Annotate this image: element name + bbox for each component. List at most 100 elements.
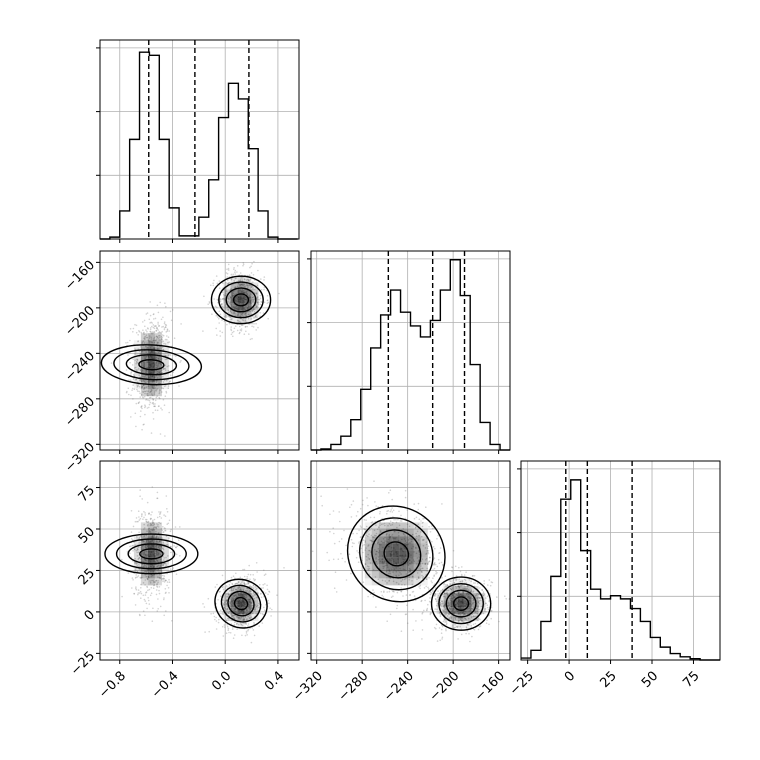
scatter-point: [231, 293, 233, 296]
scatter-point: [145, 554, 147, 557]
scatter-point: [451, 570, 453, 573]
scatter-point: [373, 480, 375, 483]
scatter-point: [153, 393, 156, 395]
scatter-point: [151, 331, 154, 333]
scatter-point: [406, 604, 408, 607]
scatter-point: [252, 287, 254, 290]
x-tick-label-p2: −25: [507, 669, 537, 699]
scatter-point: [155, 541, 157, 544]
histogram-step-p2: [521, 479, 720, 661]
scatter-point: [227, 279, 229, 282]
scatter-point: [218, 591, 221, 593]
scatter-point: [250, 265, 252, 268]
scatter-point: [384, 536, 386, 539]
scatter-point: [150, 586, 153, 589]
scatter-point: [161, 358, 163, 360]
scatter-point: [244, 583, 246, 585]
scatter-point: [228, 617, 230, 620]
scatter-point: [388, 492, 390, 494]
scatter-point: [159, 573, 161, 576]
scatter-point: [155, 364, 158, 367]
scatter-point: [137, 402, 140, 405]
scatter-point: [225, 316, 227, 319]
scatter-point: [421, 577, 424, 579]
scatter-point: [148, 603, 151, 605]
scatter-point: [251, 325, 253, 328]
scatter-point: [148, 512, 150, 514]
scatter-point: [163, 578, 165, 581]
scatter-point: [228, 584, 231, 586]
scatter-point: [233, 330, 235, 333]
scatter-point: [245, 291, 247, 293]
scatter-point: [459, 570, 462, 573]
scatter-point: [134, 569, 137, 572]
scatter-point: [160, 363, 162, 365]
scatter-point: [157, 365, 159, 368]
scatter-point: [252, 595, 254, 597]
scatter-point: [158, 371, 160, 374]
scatter-point: [164, 515, 167, 517]
scatter-point: [247, 573, 250, 576]
scatter-point: [238, 280, 241, 282]
scatter-point: [147, 385, 150, 387]
scatter-point: [158, 331, 161, 333]
scatter-point: [259, 584, 261, 586]
scatter-point: [153, 318, 155, 320]
scatter-point: [141, 342, 143, 345]
scatter-point: [158, 334, 160, 337]
scatter-point: [164, 343, 167, 345]
scatter-point: [231, 292, 233, 294]
density-cell: [140, 557, 148, 565]
scatter-point: [145, 550, 148, 553]
scatter-point: [139, 489, 141, 491]
scatter-point: [236, 628, 238, 630]
scatter-point: [232, 312, 234, 315]
scatter-point: [428, 576, 430, 579]
scatter-point: [362, 551, 364, 554]
scatter-point: [145, 399, 147, 401]
scatter-point: [156, 345, 159, 348]
scatter-point: [147, 339, 149, 341]
scatter-point: [239, 315, 242, 318]
density-cell: [133, 361, 141, 369]
scatter-point: [221, 574, 224, 577]
scatter-point: [152, 528, 154, 530]
scatter-point: [398, 524, 401, 527]
scatter-point: [463, 574, 466, 576]
scatter-point: [245, 311, 247, 314]
scatter-point: [128, 393, 130, 396]
scatter-point: [406, 622, 409, 624]
density-cell: [237, 275, 245, 283]
scatter-point: [146, 530, 148, 532]
scatter-point: [421, 629, 424, 631]
scatter-point: [144, 390, 146, 393]
scatter-point: [223, 297, 225, 300]
scatter-point: [155, 369, 157, 372]
scatter-point: [156, 326, 158, 329]
scatter-point: [225, 600, 228, 602]
scatter-point: [483, 582, 486, 585]
scatter-point: [409, 569, 411, 571]
scatter-point: [159, 389, 161, 392]
scatter-point: [222, 613, 224, 615]
scatter-point: [134, 548, 136, 551]
scatter-point: [245, 312, 247, 315]
scatter-point: [152, 332, 154, 334]
scatter-point: [425, 557, 428, 560]
scatter-point: [259, 297, 262, 300]
scatter-point: [145, 386, 148, 389]
scatter-point: [255, 562, 258, 564]
scatter-point: [145, 370, 147, 372]
scatter-point: [143, 388, 145, 390]
scatter-point: [365, 534, 368, 537]
density-cell: [244, 317, 252, 325]
scatter-point: [140, 331, 143, 334]
scatter-point: [146, 518, 148, 521]
scatter-point: [246, 285, 248, 287]
y-tick-label-p1: −160: [62, 258, 98, 294]
scatter-point: [155, 551, 158, 553]
scatter-point: [130, 371, 133, 373]
scatter-point: [258, 298, 261, 301]
scatter-point: [340, 552, 342, 555]
scatter-point: [251, 310, 254, 313]
